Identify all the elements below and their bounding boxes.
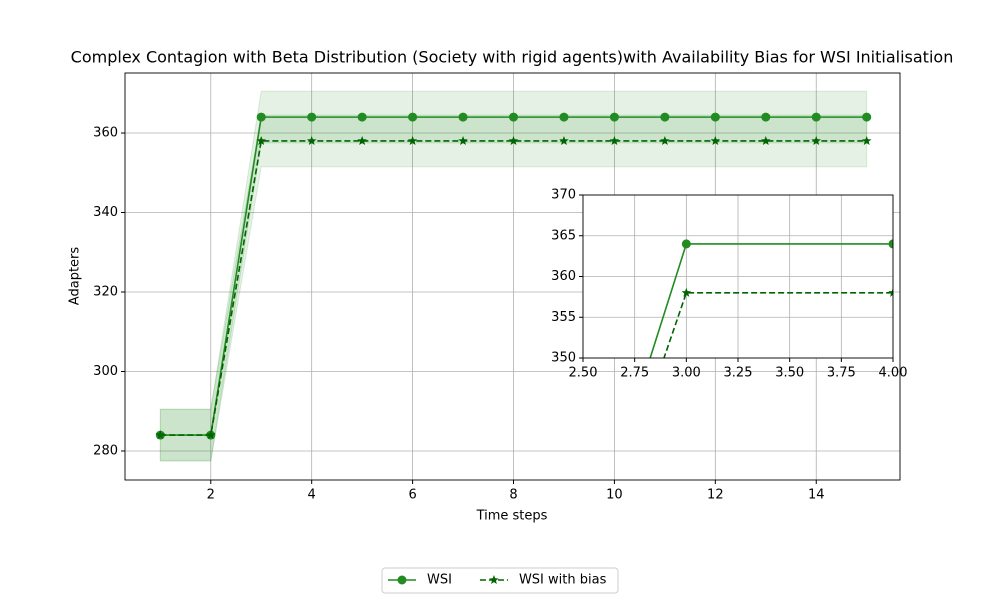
legend-marker <box>397 575 407 585</box>
x-tick-label: 12 <box>707 488 724 503</box>
axes-frame <box>582 194 894 359</box>
legend-label: WSI <box>427 573 452 588</box>
circle-marker <box>509 112 519 122</box>
legend-marker <box>489 575 499 585</box>
star-marker <box>660 135 670 146</box>
star-marker <box>761 135 771 146</box>
x-tick-label: 3.75 <box>827 366 856 381</box>
x-tick-label: 10 <box>606 488 623 503</box>
y-tick-label: 360 <box>551 269 576 284</box>
axes-frame <box>124 72 901 481</box>
plot-layer <box>155 90 872 462</box>
circle-marker <box>408 112 418 122</box>
circle-marker <box>710 112 720 122</box>
chart-title: Complex Contagion with Beta Distribution… <box>71 48 954 67</box>
star-marker <box>155 430 166 440</box>
x-tick-label: 4 <box>308 488 316 503</box>
y-tick-label: 360 <box>93 126 118 141</box>
circle-marker <box>888 239 893 249</box>
star-marker <box>206 430 216 440</box>
y-tick-label: 320 <box>93 285 118 300</box>
star-marker <box>710 135 721 146</box>
circle-marker <box>256 112 266 122</box>
star-marker <box>609 135 620 146</box>
circle-marker <box>458 112 468 122</box>
x-tick-label: 2.50 <box>569 366 598 381</box>
star-marker <box>306 135 317 146</box>
x-tick-label: 4.00 <box>879 366 908 381</box>
y-tick-label: 365 <box>551 228 576 243</box>
circle-marker <box>862 112 872 122</box>
circle-marker <box>307 112 317 122</box>
star-marker <box>407 135 418 146</box>
x-tick-label: 3.50 <box>775 366 804 381</box>
x-axis-label: Time steps <box>476 509 548 524</box>
x-tick-label: 2.75 <box>620 366 649 381</box>
circle-marker <box>761 112 771 122</box>
plot-layer <box>649 239 893 358</box>
circle-marker <box>681 239 691 249</box>
star-marker <box>861 135 872 146</box>
series-line <box>663 292 893 358</box>
series-line <box>649 243 893 358</box>
star-marker <box>681 287 692 297</box>
y-tick-label: 280 <box>93 443 118 458</box>
circle-marker <box>609 112 619 122</box>
y-tick-label: 300 <box>93 364 118 379</box>
x-tick-label: 2 <box>207 488 215 503</box>
star-marker <box>559 135 569 146</box>
y-tick-label: 350 <box>551 351 576 366</box>
y-tick-label: 355 <box>551 310 576 325</box>
y-axis-label: Adapters <box>68 247 83 306</box>
series-line <box>160 140 867 436</box>
y-tick-label: 370 <box>551 188 576 203</box>
star-marker <box>256 135 266 146</box>
circle-marker <box>357 112 367 122</box>
star-marker <box>811 135 821 146</box>
x-tick-label: 8 <box>509 488 517 503</box>
x-tick-label: 3.00 <box>672 366 701 381</box>
x-tick-label: 3.25 <box>724 366 753 381</box>
circle-marker <box>559 112 569 122</box>
star-marker <box>458 135 468 146</box>
star-marker <box>508 135 519 146</box>
legend-label: WSI with bias <box>519 573 607 588</box>
x-tick-label: 14 <box>808 488 825 503</box>
star-marker <box>888 287 893 297</box>
circle-marker <box>660 112 670 122</box>
star-marker <box>357 135 367 146</box>
circle-marker <box>811 112 821 122</box>
y-tick-label: 340 <box>93 205 118 220</box>
x-tick-label: 6 <box>408 488 416 503</box>
